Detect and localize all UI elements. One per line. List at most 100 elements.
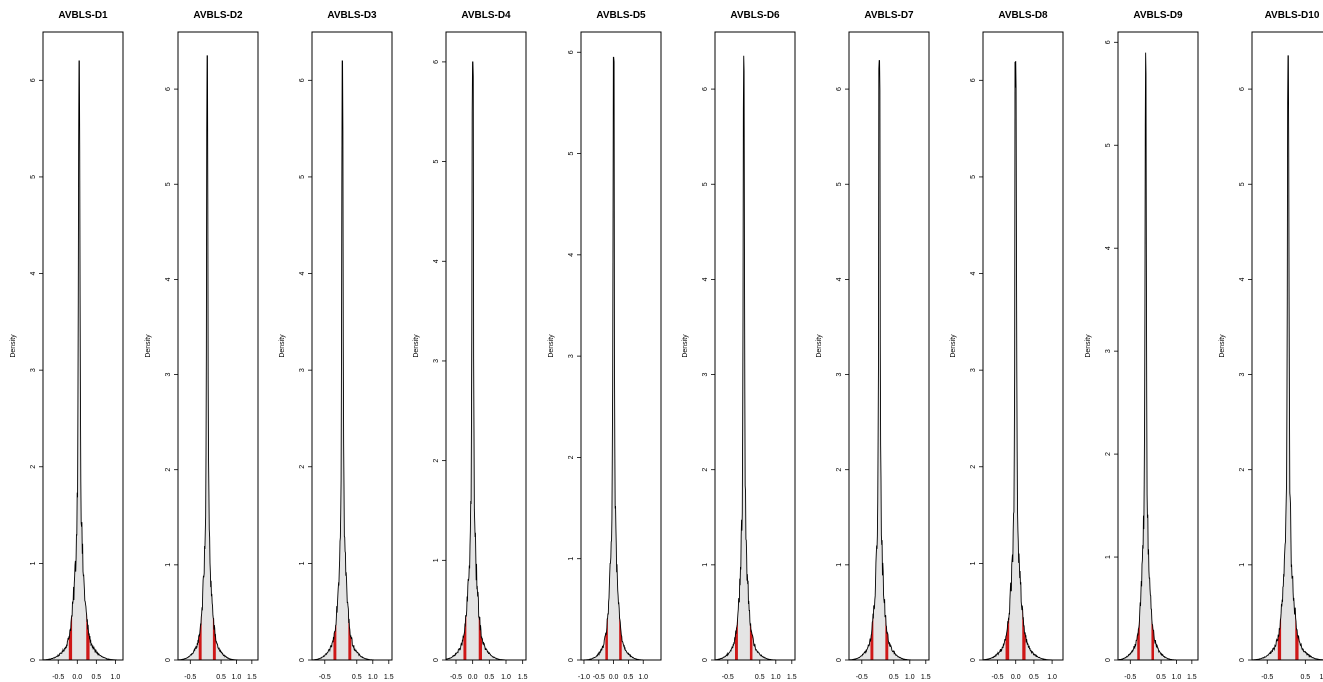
panel-title: AVBLS-D8 [998,10,1048,21]
panel-title: AVBLS-D9 [1133,10,1183,21]
y-tick-label: 6 [1239,87,1246,91]
y-tick-label: 6 [970,78,977,82]
y-tick-label: 3 [165,372,172,376]
y-tick-label: 2 [836,468,843,472]
plot-frame [445,31,527,661]
y-tick-label: 1 [1105,555,1112,559]
x-tick-label: -0.5 [722,674,734,681]
y-tick-label: 4 [1239,277,1246,281]
y-tick-label: 5 [970,175,977,179]
x-tick-label: -1.0 [578,674,590,681]
x-tick-label: -0.5 [52,674,64,681]
highlight-band-1 [198,613,202,660]
density-line [848,60,929,661]
x-tick-label: 0.5 [755,674,765,681]
density-area [446,61,526,660]
y-tick-label: 1 [165,563,172,567]
y-tick-label: 0 [1105,658,1112,662]
y-tick-label: 0 [299,658,306,662]
y-tick-label: 2 [1105,452,1112,456]
x-tick-label: 1.0 [1047,674,1057,681]
x-tick-label: -0.5 [184,674,196,681]
plot-frame [1117,31,1199,661]
y-tick-label: 6 [836,87,843,91]
x-tick-label: 0.0 [1011,674,1021,681]
density-area [581,57,661,660]
y-tick-label: 4 [970,271,977,275]
x-tick-label: 0.5 [216,674,226,681]
highlight-band-1 [1137,610,1140,660]
y-tick-label: 6 [165,87,172,91]
y-tick-label: 3 [970,368,977,372]
y-tick-label: 2 [1239,468,1246,472]
y-axis-label: Density [548,334,555,358]
y-tick-label: 6 [702,87,709,91]
x-tick-label: 0.5 [1156,674,1166,681]
x-tick-label: -0.5 [856,674,868,681]
plot-frame [714,31,796,661]
y-tick-label: 0 [568,658,575,662]
y-tick-label: 6 [1105,40,1112,44]
panel-9: AVBLS-D9 Density 0 1 2 3 4 5 6 -0.5 0.5 1.0 1.5 [1085,10,1199,681]
panel-7: AVBLS-D7 Density 0 1 2 3 4 5 6 -0.5 0.5 1.0 1.5 [816,10,931,681]
y-axis-label: Density [279,334,286,358]
density-area [312,60,392,661]
y-tick-label: 4 [30,271,37,275]
y-tick-label: 4 [165,277,172,281]
y-axis-label: Density [413,334,420,358]
plot-frame [848,31,930,661]
x-tick-label: 1.5 [518,674,528,681]
y-tick-label: 5 [1105,143,1112,147]
x-tick-label: 1.5 [1187,674,1197,681]
y-tick-label: 4 [433,259,440,263]
y-tick-label: 6 [30,78,37,82]
plot-frame [1251,31,1323,661]
y-tick-label: 1 [433,558,440,562]
y-tick-label: 1 [299,561,306,565]
y-tick-label: 1 [702,563,709,567]
density-area [849,60,929,661]
y-tick-label: 3 [1105,349,1112,353]
y-tick-label: 5 [702,182,709,186]
x-tick-label: 1.5 [787,674,797,681]
x-tick-label: 0.5 [624,674,634,681]
panel-title: AVBLS-D5 [596,10,646,21]
x-tick-label: 0.5 [1029,674,1039,681]
x-tick-label: 0.0 [468,674,478,681]
density-line [982,60,1063,661]
highlight-band-2 [478,616,482,660]
x-tick-label: 1.0 [232,674,242,681]
y-axis-label: Density [10,334,17,358]
x-tick-label: 0.5 [1300,674,1310,681]
y-tick-label: 2 [568,455,575,459]
panel-4: AVBLS-D4 Density 0 1 2 3 4 5 6 -0.5 0.0 0.5 1.0 1.5 [413,10,528,681]
density-line [1251,55,1323,661]
panel-title: AVBLS-D6 [730,10,780,21]
panel-3: AVBLS-D3 Density 0 1 2 3 4 5 6 -0.5 0.5 1.0 1.5 [279,10,394,681]
y-tick-label: 4 [702,277,709,281]
y-tick-label: 5 [30,175,37,179]
density-line [714,55,795,661]
y-tick-label: 4 [568,253,575,257]
y-tick-label: 2 [970,465,977,469]
highlight-band-2 [1295,607,1299,660]
density-area [983,60,1063,661]
y-tick-label: 3 [1239,372,1246,376]
density-line [445,61,526,661]
panel-title: AVBLS-D1 [58,10,108,21]
x-tick-label: 1.0 [111,674,121,681]
x-tick-label: 1.0 [1172,674,1182,681]
plot-frame [177,31,259,661]
x-tick-label: -0.5 [450,674,462,681]
x-tick-label: -0.5 [1124,674,1136,681]
y-axis-label: Density [1085,334,1092,358]
density-area [178,55,258,661]
y-tick-label: 1 [30,561,37,565]
density-line [1117,52,1198,661]
highlight-band-2 [1151,609,1154,660]
y-tick-label: 3 [702,372,709,376]
y-tick-label: 1 [836,563,843,567]
highlight-band-1 [870,613,874,660]
y-tick-label: 0 [30,658,37,662]
